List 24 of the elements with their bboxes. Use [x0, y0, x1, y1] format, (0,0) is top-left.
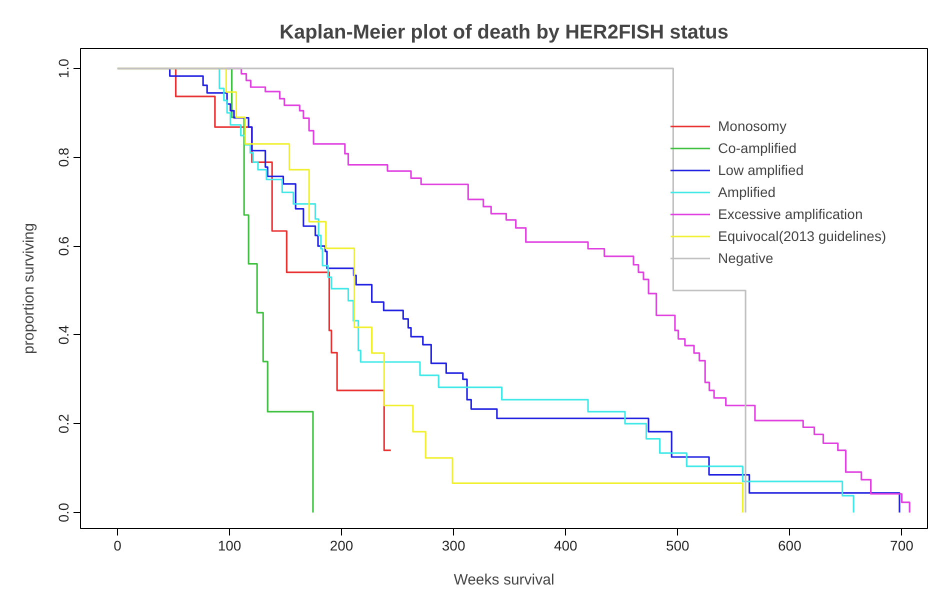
x-tick-label: 700	[890, 538, 914, 554]
x-tick-label: 600	[778, 538, 802, 554]
y-axis-title: proportion surviving	[20, 223, 38, 354]
legend-label: Amplified	[718, 184, 776, 200]
x-tick-label: 400	[554, 538, 578, 554]
legend-label: Monosomy	[718, 118, 786, 134]
y-tick-label: 0.6	[56, 236, 72, 256]
legend-label: Co-amplified	[718, 140, 797, 156]
legend-label: Low amplified	[718, 162, 804, 178]
x-tick-label: 500	[666, 538, 690, 554]
y-tick-label: 0.8	[56, 147, 72, 168]
y-tick-label: 0.4	[56, 324, 72, 345]
y-tick-label: 0.2	[56, 414, 72, 434]
legend-label: Negative	[718, 250, 774, 266]
y-tick-label: 0.0	[56, 502, 72, 522]
x-tick-label: 200	[330, 538, 354, 554]
legend-label: Excessive amplification	[718, 206, 863, 222]
chart-title: Kaplan-Meier plot of death by HER2FISH status	[280, 22, 728, 44]
x-axis-title: Weeks survival	[454, 572, 554, 588]
x-tick-label: 0	[114, 538, 122, 554]
y-tick-label: 1.0	[56, 58, 72, 78]
legend-label: Equivocal(2013 guidelines)	[718, 228, 886, 244]
x-tick-label: 100	[218, 538, 242, 554]
x-tick-label: 300	[442, 538, 466, 554]
